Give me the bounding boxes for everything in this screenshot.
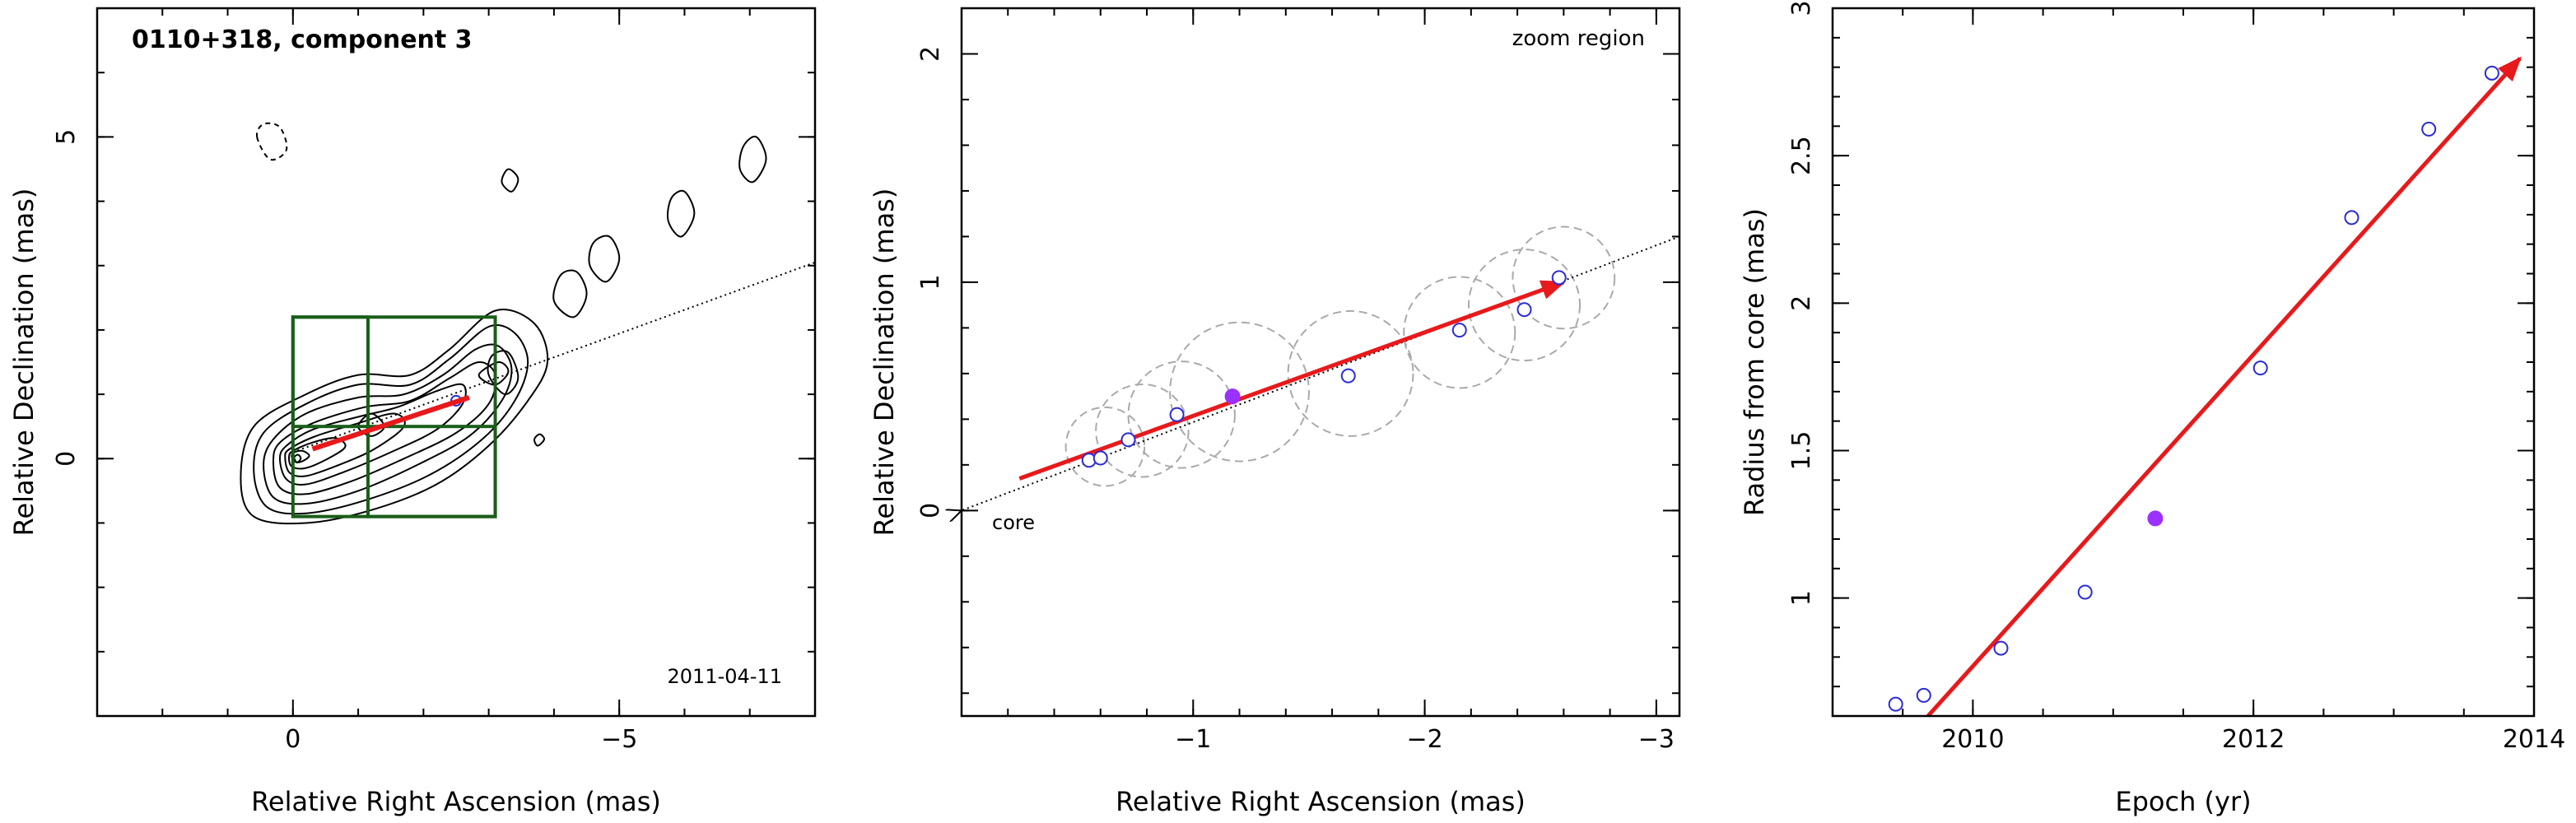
y-tick-label: 1.5 <box>1787 431 1816 471</box>
panel-zoom-region-xlabel: Relative Right Ascension (mas) <box>1116 786 1526 817</box>
contour-line <box>253 324 529 515</box>
highlighted-position-point <box>1224 388 1241 405</box>
radius-point <box>1916 687 1931 703</box>
component-size-circle <box>1127 360 1236 469</box>
contour-line <box>477 360 510 386</box>
x-tick-label: −1 <box>1175 725 1211 754</box>
component-size-circle <box>1403 276 1516 389</box>
panel-radius-epoch-ylabel: Radius from core (mas) <box>1739 208 1770 516</box>
y-tick-label: 2.5 <box>1787 136 1816 175</box>
negative-contour <box>255 122 288 161</box>
component-size-circle <box>1468 249 1581 362</box>
x-tick-label: −3 <box>1638 725 1675 754</box>
component-size-circle <box>1287 309 1414 437</box>
position-point <box>1120 432 1136 448</box>
zoom-region-box <box>291 315 497 518</box>
panel-radius-epoch-xlabel: Epoch (yr) <box>2115 786 2251 817</box>
zoom-region-box <box>291 315 370 429</box>
motion-arrow <box>1018 280 1567 481</box>
x-tick-label: 2014 <box>2503 725 2565 754</box>
component-size-circle <box>1095 383 1190 478</box>
y-tick-label: 5 <box>52 129 81 145</box>
x-tick-label: −2 <box>1406 725 1442 754</box>
panel-zoom-region-core-label: core <box>992 511 1035 534</box>
position-point <box>1451 323 1467 338</box>
position-point <box>1340 368 1356 384</box>
contour-line <box>487 350 519 396</box>
x-tick-label: −5 <box>601 725 637 754</box>
radius-point <box>1888 696 1903 712</box>
panel-zoom-region-label: zoom region <box>1512 26 1645 51</box>
panel-radius-epoch-frame <box>1831 7 2536 718</box>
component-size-circle <box>1064 406 1146 487</box>
radius-point <box>2077 584 2093 600</box>
contour-line <box>263 343 513 505</box>
radius-point <box>2421 121 2437 137</box>
motion-arrow <box>311 395 470 452</box>
fit-arrow <box>1926 56 2522 718</box>
position-point <box>1551 270 1567 286</box>
y-tick-label: 3 <box>1787 0 1816 16</box>
panel-contour-map-frame <box>95 7 817 718</box>
direction-line <box>292 261 816 453</box>
y-tick-label: 2 <box>916 46 945 62</box>
panel-contour-map-title: 0110+318, component 3 <box>132 26 473 54</box>
position-point <box>1169 407 1185 422</box>
contour-line <box>278 383 467 486</box>
panel-zoom-region: −1 −2 −3 0 1 2 zoom region core Relative Righ… <box>869 7 1681 817</box>
contour-line <box>588 235 621 283</box>
contour-line <box>501 168 519 193</box>
contour-line <box>240 309 549 525</box>
panel-zoom-region-frame <box>960 7 1681 718</box>
radius-point <box>2344 210 2359 226</box>
panel-contour-map-xlabel: Relative Right Ascension (mas) <box>251 786 661 817</box>
component-size-circle <box>1169 321 1310 463</box>
y-tick-label: 0 <box>52 451 81 467</box>
panel-contour-map-date: 2011-04-11 <box>668 665 782 688</box>
radius-point <box>2252 360 2268 376</box>
radius-point <box>2484 65 2499 81</box>
y-tick-label: 1 <box>1787 590 1816 606</box>
panel-contour-map-ylabel: Relative Declination (mas) <box>8 188 40 537</box>
component-size-circle <box>1512 226 1616 330</box>
x-tick-label: 0 <box>285 725 300 754</box>
contour-line <box>666 189 696 238</box>
y-tick-label: 2 <box>1787 295 1816 311</box>
contour-line <box>533 433 546 447</box>
x-tick-label: 2012 <box>2222 725 2285 754</box>
position-point <box>1516 302 1532 318</box>
radius-point <box>1993 640 2009 656</box>
x-tick-label: 2010 <box>1941 725 2004 754</box>
highlighted-radius-point <box>2147 510 2164 527</box>
y-tick-label: 0 <box>916 503 945 518</box>
panel-contour-map: 0 −5 0 5 0110+318, component 3 2011-04-11 R… <box>8 7 817 817</box>
contour-line <box>552 269 588 319</box>
position-point <box>1092 450 1108 466</box>
y-tick-label: 1 <box>916 274 945 290</box>
panel-radius-epoch: 2010 2012 2014 1 1.5 2 2.5 3 Epoch (yr) Radius … <box>1739 0 2565 817</box>
panel-zoom-region-ylabel: Relative Declination (mas) <box>869 188 900 537</box>
contour-line <box>738 135 767 184</box>
contour-line <box>293 453 302 463</box>
zoom-region-box <box>366 425 497 518</box>
